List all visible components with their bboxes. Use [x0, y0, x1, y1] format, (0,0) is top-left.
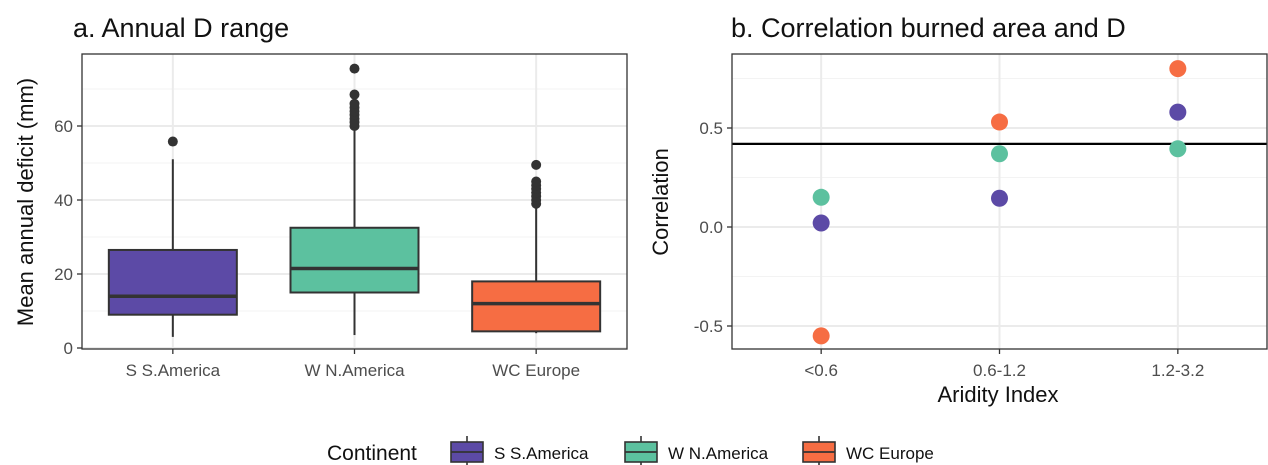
panel-b-x-tick-label: <0.6 [804, 361, 838, 380]
legend-item-w-n-america: W N.America [624, 436, 769, 465]
box-iqr [107, 248, 238, 316]
legend: Continent S S.America W N.America WC Europ… [327, 436, 934, 465]
series-wc-europe [812, 60, 1187, 345]
panel-a-x-tick-label: WC Europe [492, 361, 580, 380]
box-iqr [471, 280, 602, 333]
box-s-s-america [107, 136, 238, 337]
outlier-point [349, 89, 360, 100]
panel-a-y-tick-label: 40 [54, 191, 73, 210]
legend-item-label: W N.America [668, 444, 769, 463]
panel-b-y-ticks: -0.5 0.0 0.5 [694, 119, 732, 336]
panel-a-boxes [107, 63, 602, 337]
panel-a-boxplot: a. Annual D range Mean annual deficit (m… [13, 13, 628, 380]
legend-item-wc-europe: WC Europe [802, 436, 934, 465]
legend-item-label: WC Europe [846, 444, 934, 463]
panel-a-title: a. Annual D range [73, 13, 289, 43]
box-iqr [289, 226, 420, 294]
series-w-n-america [812, 140, 1187, 206]
panel-b-x-ticks: <0.6 0.6-1.2 1.2-3.2 [804, 349, 1204, 380]
panel-b-x-tick-label: 1.2-3.2 [1151, 361, 1204, 380]
box-wc-europe [471, 159, 602, 334]
box-w-n-america [289, 63, 420, 336]
panel-b-y-tick-label: -0.5 [694, 317, 723, 336]
panel-a-y-tick-label: 60 [54, 117, 73, 136]
panel-b-scatter: b. Correlation burned area and D Correla… [648, 13, 1268, 407]
series-s-s-america [812, 103, 1187, 232]
outlier-point [531, 159, 542, 170]
panel-a-x-tick-label: W N.America [304, 361, 405, 380]
panel-a-y-axis-title: Mean annual deficit (mm) [13, 78, 38, 326]
panel-a-x-tick-label: S S.America [126, 361, 221, 380]
outlier-point [349, 98, 360, 109]
panel-a-y-tick-label: 0 [64, 339, 73, 358]
data-point [991, 113, 1008, 131]
outlier-point [167, 136, 178, 147]
panel-b-y-axis-title: Correlation [648, 148, 673, 256]
data-point [812, 214, 830, 232]
data-point [991, 189, 1008, 207]
panel-b-x-axis-title: Aridity Index [937, 382, 1058, 407]
legend-items: S S.America W N.America WC Europe [450, 436, 934, 465]
data-point [1169, 103, 1187, 121]
data-point [812, 188, 830, 206]
panel-a-x-ticks: S S.America W N.America WC Europe [126, 349, 580, 380]
panel-b-title: b. Correlation burned area and D [731, 13, 1126, 43]
outlier-point [349, 63, 360, 74]
legend-item-label: S S.America [494, 444, 589, 463]
data-point [1169, 140, 1187, 158]
panel-b-y-tick-label: 0.0 [699, 218, 723, 237]
panel-b-y-tick-label: 0.5 [699, 119, 723, 138]
data-point [812, 327, 830, 345]
panel-b-x-tick-label: 0.6-1.2 [973, 361, 1026, 380]
data-point [1169, 60, 1187, 78]
legend-title: Continent [327, 442, 417, 465]
data-point [991, 145, 1008, 163]
legend-item-s-s-america: S S.America [450, 436, 589, 465]
outlier-point [531, 176, 542, 187]
panel-b-points [732, 60, 1267, 345]
panel-a-y-tick-label: 20 [54, 265, 73, 284]
panel-a-y-ticks: 0 20 40 60 [54, 117, 82, 358]
